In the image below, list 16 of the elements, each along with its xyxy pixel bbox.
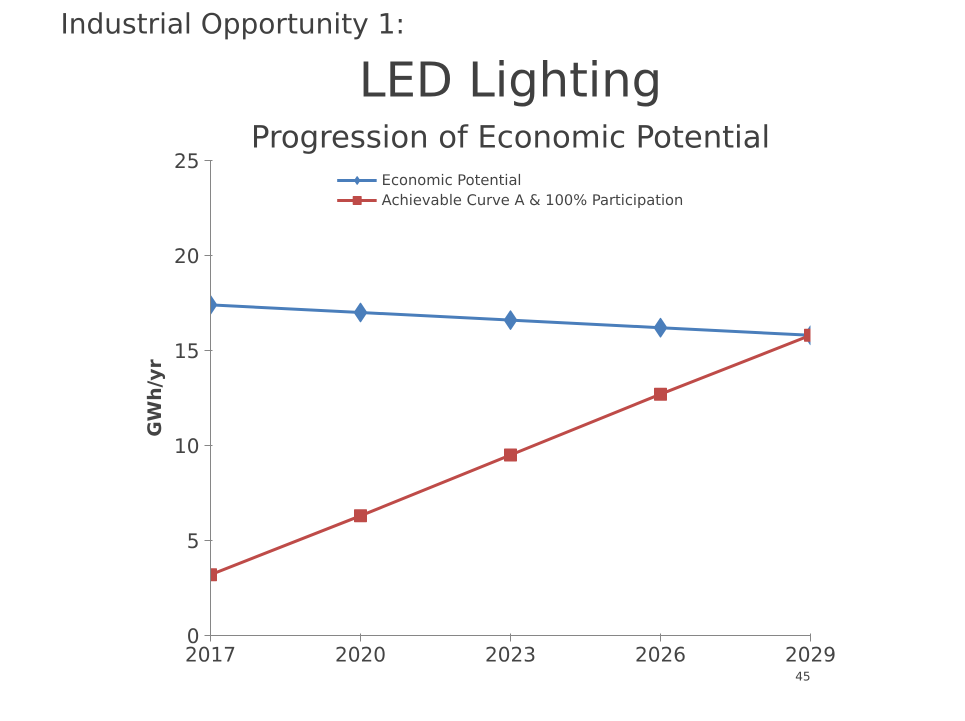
text: 45: [795, 670, 811, 684]
text: Industrial Opportunity 1:: [60, 8, 405, 40]
y-axis-title: GWh/yr: [145, 358, 166, 437]
y-tick-label: 5: [186, 529, 200, 553]
legend-label: Economic Potential: [382, 172, 522, 188]
chart-title: LED Lighting: [358, 52, 662, 108]
y-tick-label: 25: [174, 149, 200, 173]
x-tick-label: 2020: [335, 642, 386, 666]
x-tick-label: 2029: [785, 642, 836, 666]
y-tick-label: 20: [174, 244, 200, 268]
chart-subtitle: Progression of Economic Potential: [250, 120, 770, 156]
x-tick-label: 2023: [485, 642, 536, 666]
y-tick-label: 15: [174, 339, 200, 363]
legend-label: Achievable Curve A & 100% Participation: [382, 192, 684, 208]
x-tick-label: 2026: [635, 642, 686, 666]
y-tick-label: 10: [174, 434, 200, 458]
